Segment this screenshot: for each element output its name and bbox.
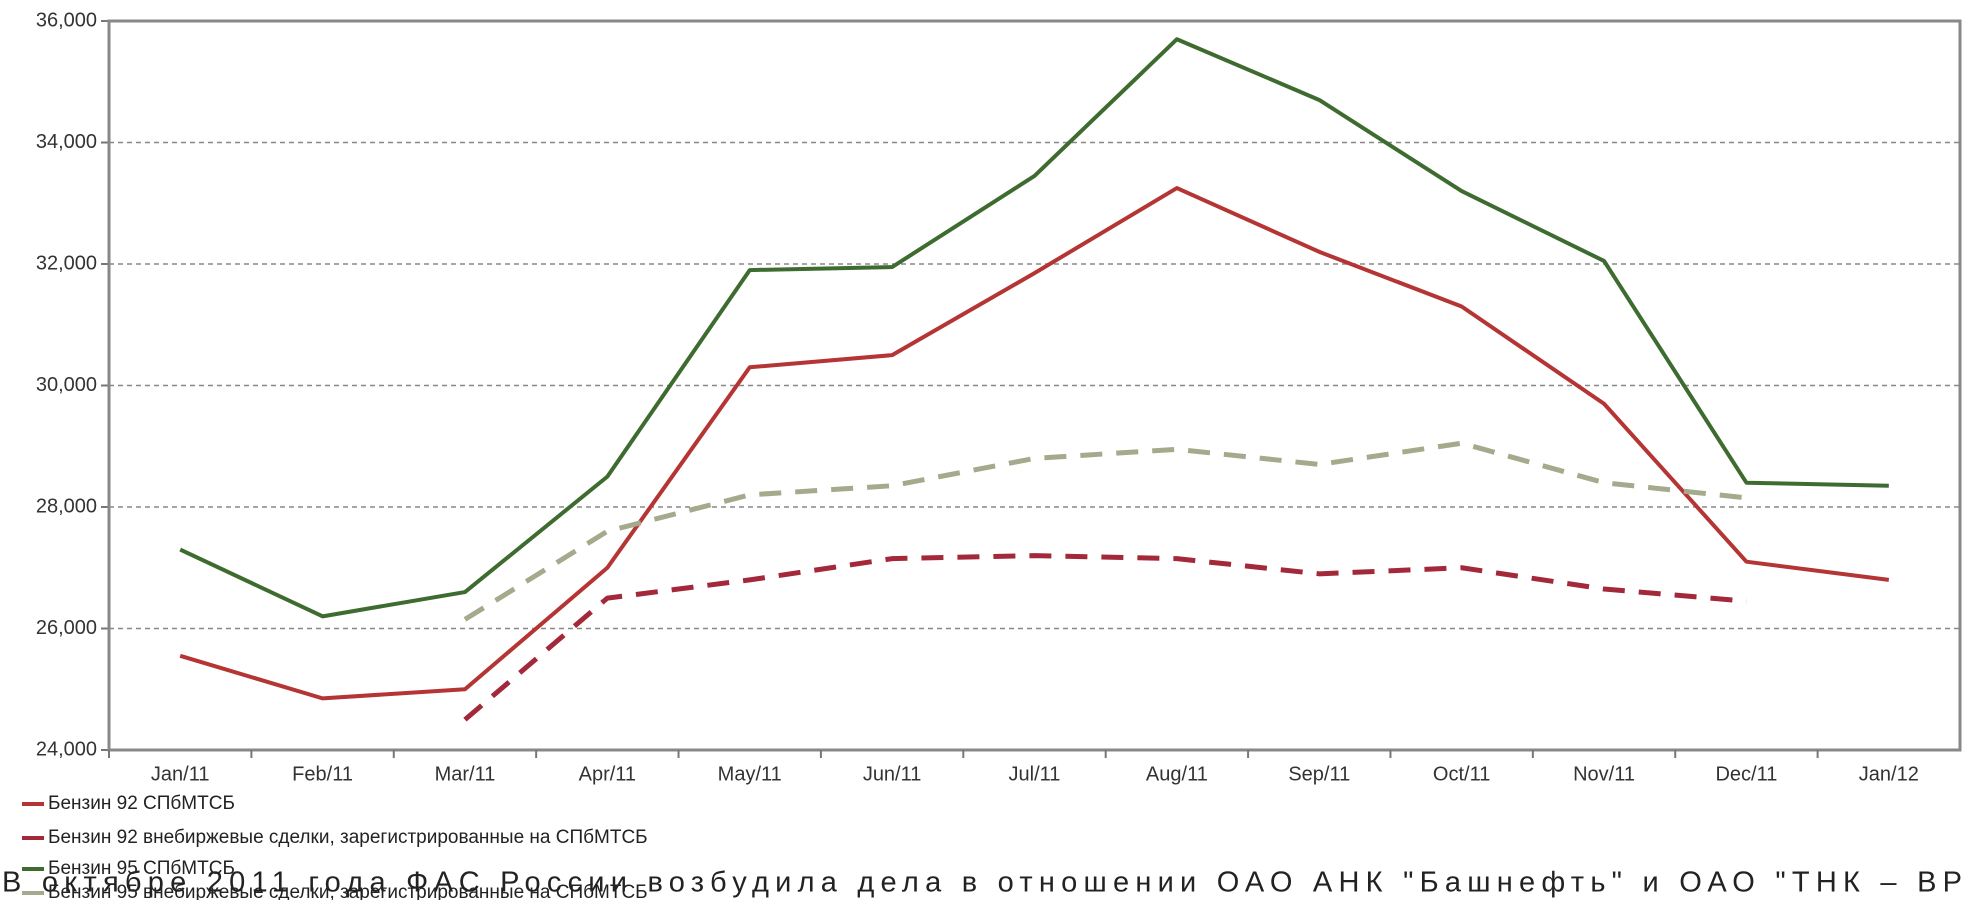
paragraph: В октябре 2011 года ФАС России возбудила… bbox=[2, 867, 1962, 899]
legend-label: Бензин 92 внебиржевые сделки, зарегистри… bbox=[48, 827, 648, 848]
series-line bbox=[179, 37, 1889, 619]
y-tick-label: 32,000 bbox=[36, 252, 97, 274]
x-tick-label: Mar/11 bbox=[435, 763, 496, 785]
y-tick-label: 30,000 bbox=[36, 374, 97, 396]
x-tick-label: Sep/11 bbox=[1288, 763, 1350, 785]
y-tick-label: 28,000 bbox=[36, 495, 97, 517]
x-tick-label: Jun/11 bbox=[863, 763, 922, 785]
series-line bbox=[463, 553, 1747, 722]
x-tick-label: Apr/11 bbox=[579, 763, 636, 785]
y-tick-label: 36,000 bbox=[36, 9, 97, 31]
series-line bbox=[179, 186, 1890, 701]
x-tick-label: Dec/11 bbox=[1715, 763, 1777, 785]
x-tick-label: May/11 bbox=[718, 763, 782, 785]
x-tick-label: Jan/12 bbox=[1859, 763, 1919, 785]
y-tick-label: 34,000 bbox=[36, 131, 97, 153]
x-tick-label: Jan/11 bbox=[151, 763, 210, 785]
legend-label: Бензин 95 внебиржевые сделки, зарегистри… bbox=[48, 882, 648, 900]
x-tick-label: Aug/11 bbox=[1146, 763, 1208, 785]
y-tick-label: 26,000 bbox=[36, 617, 97, 639]
x-tick-label: Jul/11 bbox=[1009, 763, 1061, 785]
legend-label: Бензин 92 СПбМТСБ bbox=[48, 793, 235, 814]
legend-label: Бензин 95 СПбМТСБ bbox=[48, 858, 235, 879]
x-tick-label: Nov/11 bbox=[1573, 763, 1635, 785]
plot-frame bbox=[107, 19, 1962, 752]
x-tick-label: Feb/11 bbox=[292, 763, 353, 785]
y-tick-label: 24,000 bbox=[36, 738, 97, 760]
x-tick-label: Oct/11 bbox=[1433, 763, 1490, 785]
